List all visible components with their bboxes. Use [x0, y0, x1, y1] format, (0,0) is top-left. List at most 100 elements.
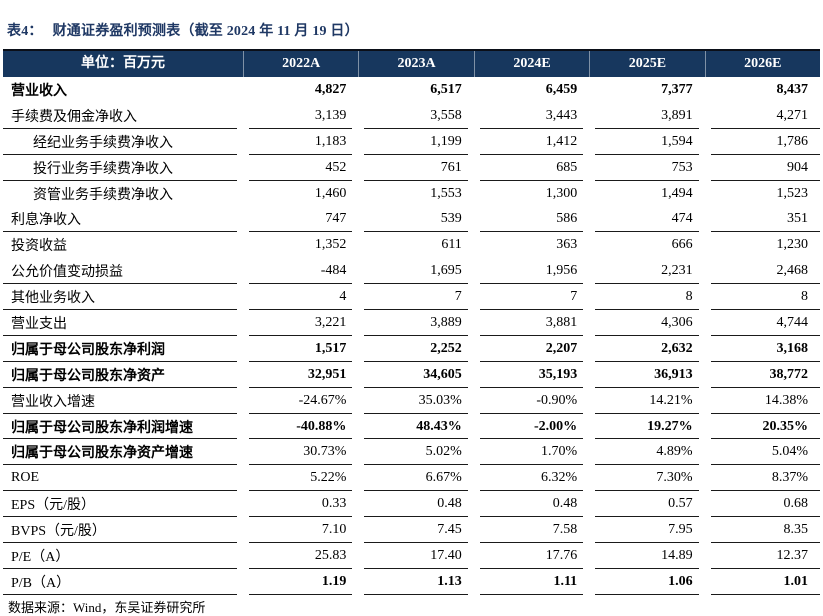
value-cell: 685 — [474, 155, 589, 181]
value-cell: 0.48 — [474, 491, 589, 518]
value-cell: 1,230 — [776, 237, 809, 253]
value-cell: 6.67% — [358, 465, 473, 492]
value-cell: -0.90% — [474, 388, 589, 414]
header-cell-unit: 单位：百万元 — [81, 56, 165, 71]
table-row: 营业收入增速 -24.67% 35.03% -0.90% 14.21% 14.38% — [3, 388, 821, 414]
table-row: 手续费及佣金净收入 3,139 3,558 3,443 3,891 4,271 — [3, 103, 821, 129]
value-cell: 1.11 — [474, 569, 589, 595]
row-label-cell: P/E（A） — [3, 543, 243, 569]
value-cell: 7.10 — [243, 517, 358, 543]
value-cell: 4.89% — [589, 439, 704, 466]
row-label-cell: 经纪业务手续费净收入 — [3, 129, 243, 155]
value-cell: 25.83 — [243, 543, 358, 569]
row-label-cell: 利息净收入 — [3, 206, 243, 233]
value-cell: 7.30% — [589, 465, 704, 492]
value-cell: 8 — [589, 284, 704, 310]
table-row: ROE 5.22% 6.67% 6.32% 7.30% 8.37% — [3, 465, 821, 492]
value-cell: 6,517 — [430, 81, 462, 97]
value-cell: 474 — [589, 206, 704, 233]
value-cell: 1,494 — [661, 185, 693, 201]
value-cell: 4 — [243, 284, 358, 310]
table-row: 营业收入 4,827 6,517 6,459 7,377 8,437 — [3, 77, 820, 103]
value-cell: 8 — [705, 284, 821, 310]
value-cell: 36,913 — [589, 362, 704, 388]
table-row: 归属于母公司股东净资产 32,951 34,605 35,193 36,913 38,7… — [3, 362, 821, 388]
value-cell: 1,183 — [243, 129, 358, 155]
value-cell: 32,951 — [243, 362, 358, 388]
source-note: 数据来源：Wind，东吴证券研究所 — [8, 599, 206, 615]
value-cell: 48.43% — [358, 414, 473, 440]
value-cell: 0.48 — [358, 491, 473, 518]
value-cell: 3,139 — [243, 103, 358, 129]
row-label-cell: P/B（A） — [3, 569, 243, 595]
value-cell: 1,517 — [243, 336, 358, 362]
table-row: 投资收益 1,352 611 363 666 1,230 — [3, 232, 820, 258]
value-cell: 4,271 — [705, 103, 821, 129]
row-label-cell: 归属于母公司股东净利润 — [3, 336, 243, 362]
value-cell: 1,460 — [314, 185, 347, 201]
table-row: 投行业务手续费净收入 452 761 685 753 904 — [3, 155, 821, 181]
row-label-cell: ROE — [3, 465, 243, 492]
value-cell: 1.13 — [358, 569, 473, 595]
header-cell-year: 2026E — [704, 51, 820, 77]
row-label-cell: 投行业务手续费净收入 — [3, 155, 243, 181]
value-cell: 3,168 — [705, 336, 821, 362]
header-cell-year: 2025E — [589, 51, 704, 77]
value-cell: 5.02% — [358, 439, 473, 466]
row-label-cell: 其他业务收入 — [3, 284, 243, 310]
value-cell: 12.37 — [705, 543, 821, 569]
row-label-cell: 归属于母公司股东净资产增速 — [3, 439, 243, 466]
table-title-text: 财通证券盈利预测表（截至 2024 年 11 月 19 日） — [52, 24, 359, 39]
table-row: P/E（A） 25.83 17.40 17.76 14.89 12.37 — [3, 543, 821, 569]
value-cell: 586 — [474, 206, 589, 233]
value-cell: 611 — [441, 237, 462, 253]
value-cell: 6.32% — [474, 465, 589, 492]
value-cell: 35,193 — [474, 362, 589, 388]
value-cell: 351 — [705, 206, 821, 233]
value-cell: 0.33 — [243, 491, 358, 518]
table-row: 资管业务手续费净收入 1,460 1,553 1,300 1,494 1,523 — [3, 181, 820, 207]
table-row: 归属于母公司股东净利润增速 -40.88% 48.43% -2.00% 19.27% 2… — [3, 414, 821, 440]
row-label-cell: 归属于母公司股东净资产 — [3, 362, 243, 388]
value-cell: 452 — [243, 155, 358, 181]
value-cell: 3,443 — [474, 103, 589, 129]
value-cell: 17.40 — [358, 543, 473, 569]
value-cell: 5.22% — [243, 465, 358, 492]
value-cell: 4,306 — [589, 310, 704, 336]
row-label-cell: EPS（元/股） — [3, 491, 243, 518]
table-row: 归属于母公司股东净利润 1,517 2,252 2,207 2,632 3,168 — [3, 336, 821, 362]
value-cell: 3,221 — [243, 310, 358, 336]
table-row: 利息净收入 747 539 586 474 351 — [3, 206, 821, 233]
table-title: 表4： 财通证券盈利预测表（截至 2024 年 11 月 19 日） — [3, 22, 820, 42]
value-cell: 7,377 — [661, 81, 693, 97]
value-cell: 2,207 — [474, 336, 589, 362]
value-cell: 753 — [589, 155, 704, 181]
row-label-cell: 营业支出 — [3, 310, 243, 336]
value-cell: 38,772 — [705, 362, 821, 388]
value-cell: 6,459 — [545, 81, 578, 97]
value-cell: 1,695 — [358, 258, 473, 285]
value-cell: 1,594 — [589, 129, 704, 155]
table-row: P/B（A） 1.19 1.13 1.11 1.06 1.01 — [3, 569, 821, 595]
value-cell: 1,199 — [358, 129, 473, 155]
value-cell: 17.76 — [474, 543, 589, 569]
value-cell: 1.70% — [474, 439, 589, 466]
value-cell: 1,300 — [545, 185, 578, 201]
value-cell: 34,605 — [358, 362, 473, 388]
value-cell: 2,632 — [589, 336, 704, 362]
value-cell: 747 — [243, 206, 358, 233]
value-cell: 3,558 — [358, 103, 473, 129]
value-cell: 2,252 — [358, 336, 473, 362]
row-label-cell: 公允价值变动损益 — [3, 258, 243, 285]
value-cell: 35.03% — [358, 388, 473, 414]
value-cell: 1,523 — [776, 185, 809, 201]
value-cell: 2,468 — [705, 258, 821, 285]
value-cell: 539 — [358, 206, 473, 233]
value-cell: 3,881 — [474, 310, 589, 336]
value-cell: 363 — [556, 237, 578, 253]
value-cell: 7 — [474, 284, 589, 310]
value-cell: 904 — [705, 155, 821, 181]
row-label-cell: 投资收益 — [11, 239, 67, 255]
value-cell: 3,889 — [358, 310, 473, 336]
